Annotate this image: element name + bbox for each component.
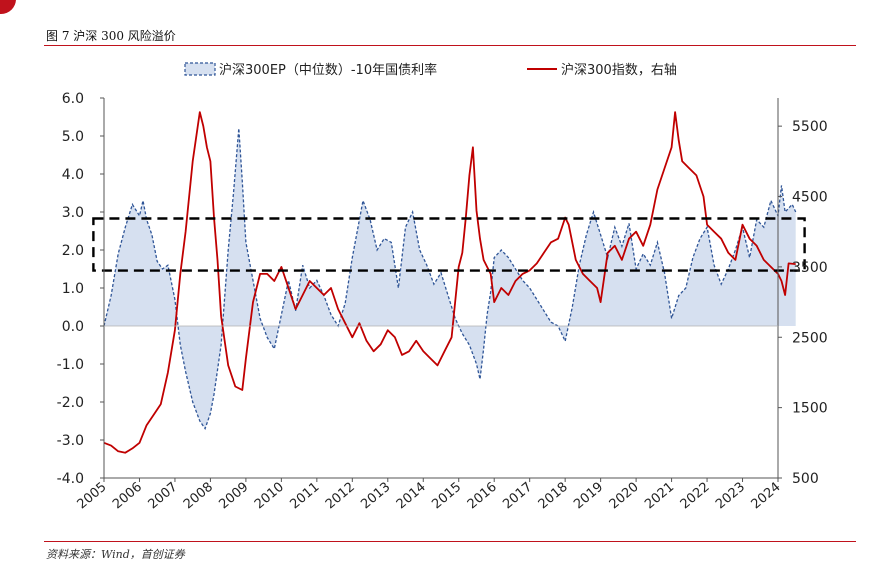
index-line-layer (103, 111, 796, 454)
left-tick-label: 0.0 (62, 319, 84, 335)
range-box (92, 217, 806, 272)
x-tick-label: 2023 (713, 480, 748, 513)
x-tick-label: 2020 (607, 480, 642, 513)
footer-rule (44, 541, 856, 542)
x-tick-label: 2024 (749, 480, 784, 513)
annotation-layer (92, 217, 806, 272)
x-tick-label: 2022 (678, 480, 713, 513)
left-tick-label: 1.0 (62, 281, 84, 297)
x-tick-label: 2013 (358, 480, 393, 513)
left-tick-label: -2.0 (57, 395, 84, 411)
ep-area (104, 128, 796, 429)
x-tick-label: 2015 (429, 480, 464, 513)
source-note: 资料来源：Wind，首创证券 (46, 548, 185, 561)
x-tick-label: 2007 (146, 480, 181, 513)
right-tick-label: 5500 (792, 119, 828, 135)
legend: 沪深300EP（中位数）-10年国债利率 沪深300指数，右轴 (184, 62, 677, 78)
x-tick-label: 2014 (394, 480, 429, 513)
header-rule (44, 45, 856, 46)
left-tick-label: 2.0 (62, 243, 84, 259)
ep-series-line (103, 128, 797, 431)
x-tick-label: 2006 (110, 480, 145, 513)
x-tick-label: 2009 (216, 480, 251, 513)
x-tick-label: 2010 (252, 480, 287, 513)
right-tick-label: 500 (792, 471, 819, 487)
index-series-line (103, 111, 796, 454)
x-tick-label: 2016 (465, 480, 500, 513)
right-tick-label: 1500 (792, 401, 828, 417)
legend-label-index: 沪深300指数，右轴 (561, 62, 677, 78)
ep-area-layer (104, 128, 796, 429)
x-tick-label: 2021 (642, 480, 677, 513)
x-tick-label: 2017 (500, 480, 535, 513)
right-tick-label: 2500 (792, 330, 828, 346)
x-tick-label: 2012 (323, 480, 358, 513)
left-tick-label: -3.0 (57, 433, 84, 449)
x-tick-label: 2018 (536, 480, 571, 513)
left-tick-label: 3.0 (62, 205, 84, 221)
x-tick-label: 2011 (287, 480, 322, 513)
figure-title: 图 7 沪深 300 风险溢价 (46, 29, 176, 43)
left-tick-label: 5.0 (62, 129, 84, 145)
x-tick-label: 2008 (181, 480, 216, 513)
left-tick-label: -1.0 (57, 357, 84, 373)
left-tick-label: 6.0 (62, 91, 84, 107)
x-tick-label: 2019 (571, 480, 606, 513)
right-tick-label: 3500 (792, 260, 828, 276)
legend-label-ep: 沪深300EP（中位数）-10年国债利率 (219, 62, 437, 78)
right-tick-label: 4500 (792, 190, 828, 206)
left-tick-label: 4.0 (62, 167, 84, 183)
legend-swatch-ep (184, 62, 216, 76)
ep-line-layer (103, 128, 797, 431)
left-tick-label: -4.0 (57, 471, 84, 487)
